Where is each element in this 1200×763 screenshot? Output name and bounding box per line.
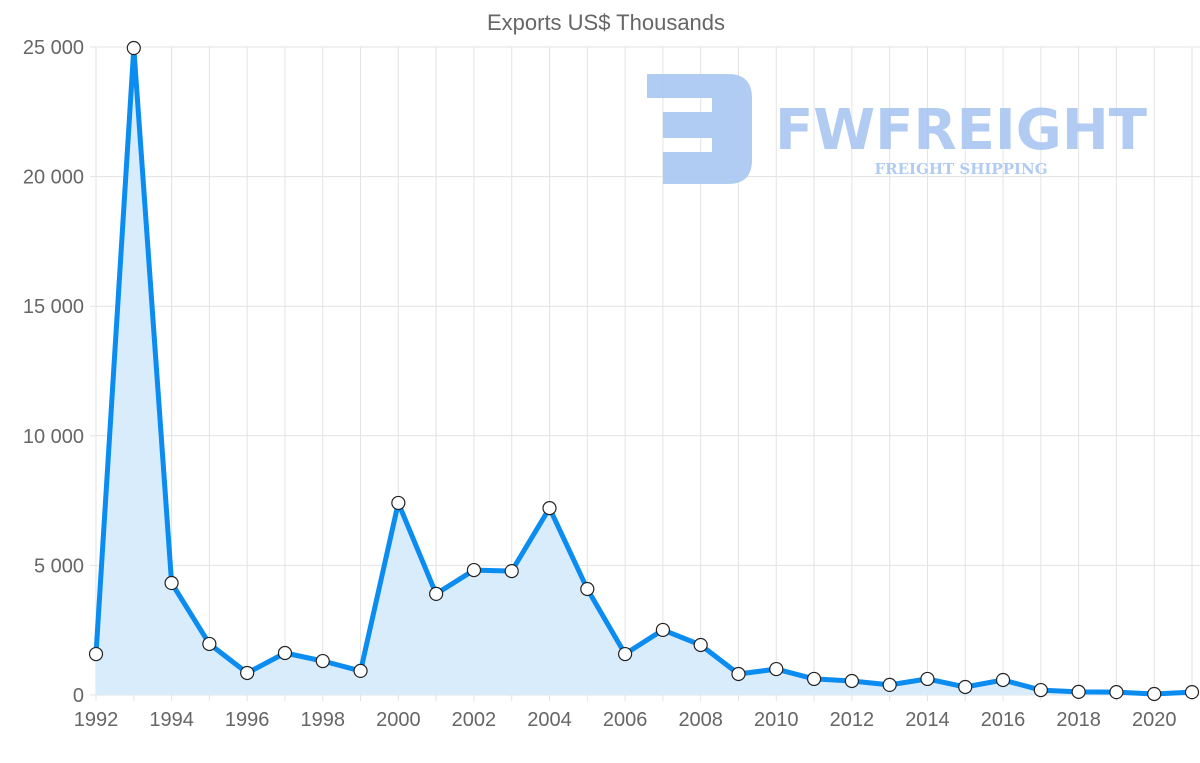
- y-tick-label: 5 000: [34, 555, 84, 577]
- data-point-2019[interactable]: [1109, 685, 1124, 700]
- watermark-logo-mark: [647, 74, 752, 184]
- data-point-1995[interactable]: [202, 636, 217, 652]
- y-axis-ticks: 0 5 000 10 000 15 000 20 000 25 000: [23, 37, 84, 707]
- x-tick-label: 2002: [452, 709, 497, 731]
- x-tick-label: 2000: [376, 709, 421, 731]
- data-point-2006[interactable]: [618, 646, 633, 662]
- y-tick-label: 25 000: [23, 37, 84, 59]
- data-point-2000[interactable]: [391, 495, 406, 511]
- data-point-1999[interactable]: [353, 663, 368, 678]
- data-point-2013[interactable]: [882, 677, 897, 692]
- data-point-2001[interactable]: [429, 586, 444, 602]
- data-point-2009[interactable]: [731, 666, 746, 682]
- data-point-2003[interactable]: [504, 564, 519, 579]
- data-point-2004[interactable]: [542, 501, 557, 516]
- x-axis-ticks: 1992 1994 1996 1998 2000 2002 2004 2006 2008 2010…: [74, 709, 1177, 731]
- data-point-2020[interactable]: [1147, 686, 1162, 702]
- data-point-2002[interactable]: [466, 562, 482, 578]
- x-tick-label: 2018: [1056, 709, 1101, 731]
- grid-lines: [90, 46, 1200, 701]
- y-tick-label: 0: [73, 685, 84, 707]
- x-tick-label: 2004: [527, 709, 572, 731]
- x-tick-label: 1996: [225, 709, 270, 731]
- data-point-2017[interactable]: [1033, 682, 1048, 698]
- x-tick-label: 1992: [74, 709, 119, 731]
- y-tick-label: 10 000: [23, 426, 84, 448]
- x-tick-label: 2012: [830, 709, 875, 731]
- watermark-tagline-text: FREIGHT SHIPPING: [874, 160, 1047, 178]
- data-point-1992[interactable]: [88, 646, 104, 662]
- x-tick-label: 2014: [905, 709, 950, 731]
- data-point-2016[interactable]: [995, 672, 1011, 688]
- y-tick-label: 15 000: [23, 296, 84, 318]
- data-point-2021[interactable]: [1184, 685, 1200, 700]
- data-point-2014[interactable]: [920, 671, 935, 687]
- data-point-2018[interactable]: [1071, 684, 1086, 699]
- x-tick-label: 2016: [981, 709, 1026, 731]
- chart-title: Exports US$ Thousands: [487, 10, 725, 35]
- y-tick-label: 20 000: [23, 167, 84, 189]
- data-point-2008[interactable]: [693, 637, 708, 653]
- data-point-1998[interactable]: [315, 653, 330, 669]
- x-tick-label: 2006: [603, 709, 648, 731]
- data-point-2005[interactable]: [580, 581, 595, 597]
- x-tick-label: 1994: [149, 709, 194, 731]
- data-point-2012[interactable]: [844, 673, 859, 689]
- data-point-1993[interactable]: [126, 40, 141, 56]
- x-tick-label: 2010: [754, 709, 799, 731]
- data-point-1997[interactable]: [277, 645, 293, 661]
- data-point-1994[interactable]: [164, 575, 179, 591]
- data-point-2010[interactable]: [769, 661, 784, 677]
- data-point-1996[interactable]: [240, 665, 255, 681]
- data-point-2007[interactable]: [655, 622, 670, 638]
- data-point-2011[interactable]: [806, 671, 822, 687]
- x-tick-label: 2008: [678, 709, 723, 731]
- fwfreight-watermark-logo: FWFREIGHT FREIGHT SHIPPING: [647, 74, 1147, 184]
- data-point-2015[interactable]: [958, 679, 973, 695]
- x-tick-label: 2020: [1132, 709, 1177, 731]
- x-tick-label: 1998: [301, 709, 346, 731]
- data-points: [88, 40, 1200, 702]
- watermark-brand-text: FWFREIGHT: [775, 98, 1147, 163]
